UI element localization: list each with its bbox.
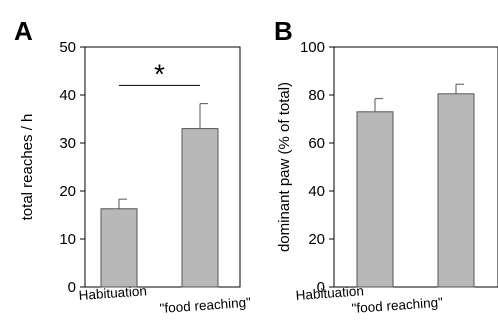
- panel-b: B dominant paw (% of total) 0 20 40 60 80 100…: [274, 16, 498, 316]
- y-tick-label: 0: [68, 279, 76, 296]
- y-tick-label: 100: [300, 39, 325, 56]
- panel-a-letter: A: [14, 16, 33, 46]
- panel-a-bars: [100, 103, 219, 288]
- panel-b-y-ticks: 0 20 40 60 80 100: [300, 39, 334, 296]
- y-tick-label: 40: [308, 183, 325, 200]
- panel-a-significance: *: [119, 58, 200, 89]
- category-label: "food reaching": [351, 295, 443, 316]
- y-tick-label: 30: [59, 135, 76, 152]
- y-tick-label: 10: [59, 231, 76, 248]
- panel-b-plot-frame: [333, 46, 498, 288]
- panel-a: A total reaches / h 0 10 20 30 40 50 * Habitu…: [14, 16, 252, 316]
- panel-a-plot-frame: [84, 46, 241, 288]
- y-tick-label: 80: [308, 87, 325, 104]
- panel-b-y-axis-title: dominant paw (% of total): [276, 82, 293, 252]
- panel-b-bars: [356, 83, 475, 288]
- panel-a-y-axis-title: total reaches / h: [19, 114, 36, 221]
- bar: [356, 111, 394, 288]
- significance-asterisk: *: [154, 58, 165, 89]
- category-label: Habituation: [78, 283, 147, 303]
- y-tick-label: 20: [59, 183, 76, 200]
- panel-a-category-labels: Habituation "food reaching": [78, 283, 251, 316]
- y-tick-label: 60: [308, 135, 325, 152]
- y-tick-label: 20: [308, 231, 325, 248]
- y-tick-label: 50: [59, 39, 76, 56]
- panel-a-y-ticks: 0 10 20 30 40 50: [59, 39, 85, 296]
- y-tick-label: 40: [59, 87, 76, 104]
- panel-b-category-labels: Habituation"food reaching": [295, 283, 443, 316]
- panel-b-letter: B: [274, 16, 293, 46]
- category-label: Habituation: [295, 283, 364, 303]
- category-label: "food reaching": [159, 295, 251, 316]
- bar: [181, 128, 219, 288]
- bar: [100, 208, 138, 288]
- bar: [437, 93, 475, 288]
- y-tick-label: 0: [317, 279, 325, 296]
